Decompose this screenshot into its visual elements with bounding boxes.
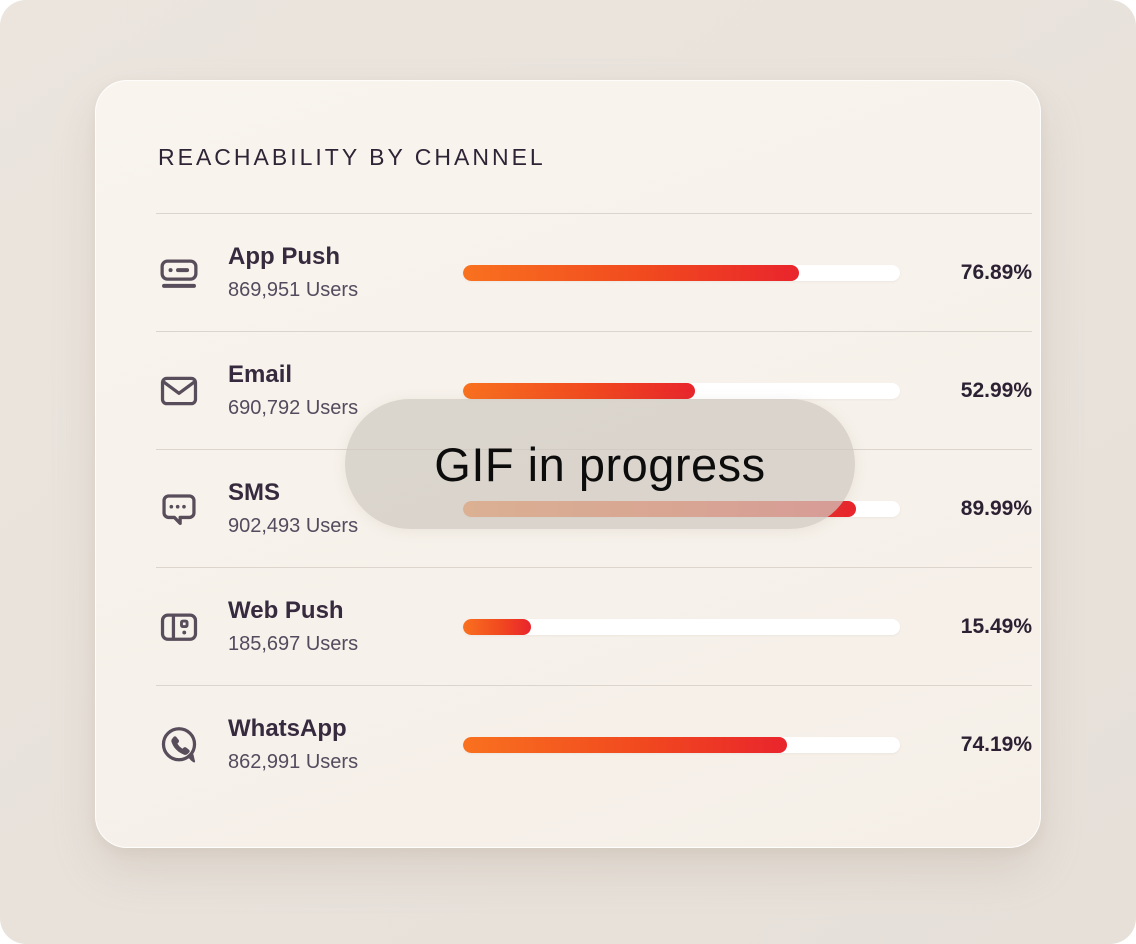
channel-row-whatsapp: WhatsApp 862,991 Users 74.19% [156, 685, 1032, 803]
channel-labels: WhatsApp 862,991 Users [228, 714, 463, 775]
channel-users: 862,991 Users [228, 751, 359, 773]
channel-row-email: Email 690,792 Users 52.99% [156, 331, 1032, 449]
channel-name: Email [228, 361, 293, 388]
channel-users: 185,697 Users [228, 633, 359, 655]
web-push-icon [156, 604, 202, 650]
channel-name: Web Push [228, 597, 344, 624]
reachability-card: REACHABILITY BY CHANNEL App Push 869,951… [95, 80, 1041, 848]
progress-track [463, 382, 900, 399]
progress-track [463, 264, 900, 281]
channel-percent: 15.49% [960, 614, 1032, 638]
channel-row-web-push: Web Push 185,697 Users 15.49% [156, 567, 1032, 685]
card-title: REACHABILITY BY CHANNEL [158, 144, 546, 170]
channel-labels: SMS 902,493 Users [228, 478, 463, 539]
progress-track [463, 736, 900, 753]
sms-icon [156, 486, 202, 532]
progress-track [463, 618, 900, 635]
channel-users: 902,493 Users [228, 515, 359, 537]
channel-percent: 76.89% [960, 260, 1032, 284]
channel-percent: 89.99% [960, 496, 1032, 520]
channel-users: 690,792 Users [228, 397, 359, 419]
progress-fill [463, 382, 695, 399]
progress-fill [463, 618, 531, 635]
channel-percent: 74.19% [960, 732, 1032, 756]
channel-name: SMS [228, 479, 281, 506]
channel-name: WhatsApp [228, 715, 347, 742]
channel-percent: 52.99% [960, 378, 1032, 402]
channel-users: 869,951 Users [228, 279, 359, 301]
whatsapp-icon [156, 722, 202, 768]
channel-labels: Web Push 185,697 Users [228, 596, 463, 657]
progress-fill [463, 736, 788, 753]
channel-row-app-push: App Push 869,951 Users 76.89% [156, 213, 1032, 331]
channel-labels: Email 690,792 Users [228, 360, 463, 421]
channel-name: App Push [228, 243, 340, 270]
channel-labels: App Push 869,951 Users [228, 242, 463, 303]
app-push-icon [156, 250, 202, 296]
gif-progress-label: GIF in progress [434, 437, 766, 491]
progress-fill [463, 264, 799, 281]
email-icon [156, 368, 202, 414]
gif-progress-overlay: GIF in progress [345, 399, 855, 529]
